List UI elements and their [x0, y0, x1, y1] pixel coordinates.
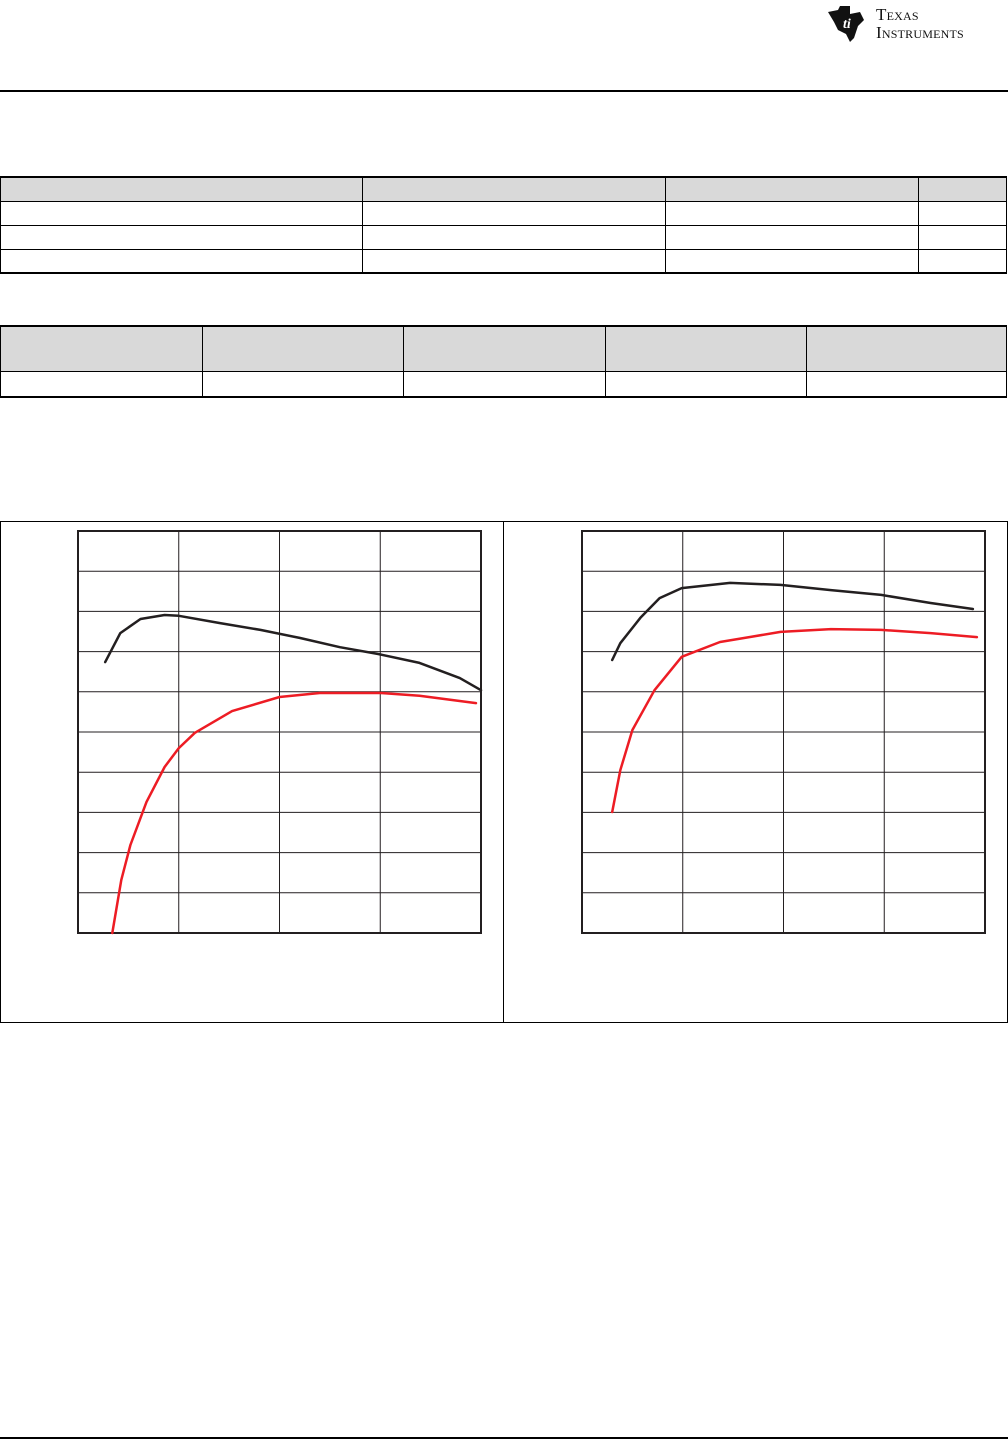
header-rule: [0, 90, 1008, 92]
table-row: [0, 248, 1007, 274]
table-row: [0, 200, 1007, 226]
table-1: [0, 176, 1007, 274]
series-line-2: [111, 691, 478, 935]
table-header-row: [0, 325, 1007, 372]
series-line-2: [610, 627, 979, 814]
plot-area-border: [77, 530, 482, 934]
table-row: [0, 224, 1007, 250]
ti-logo: ti Texas Instruments: [824, 4, 1006, 44]
footer-rule: [0, 1437, 1008, 1439]
series-line-1: [610, 581, 975, 662]
table-header-row: [0, 176, 1007, 202]
plot-area-border: [581, 530, 986, 934]
table-row: [0, 370, 1007, 398]
table-2: [0, 325, 1007, 398]
series-line-1: [103, 613, 483, 692]
svg-text:ti: ti: [843, 17, 851, 32]
ti-logo-text: Texas Instruments: [876, 5, 964, 42]
ti-state-icon: ti: [828, 6, 864, 42]
